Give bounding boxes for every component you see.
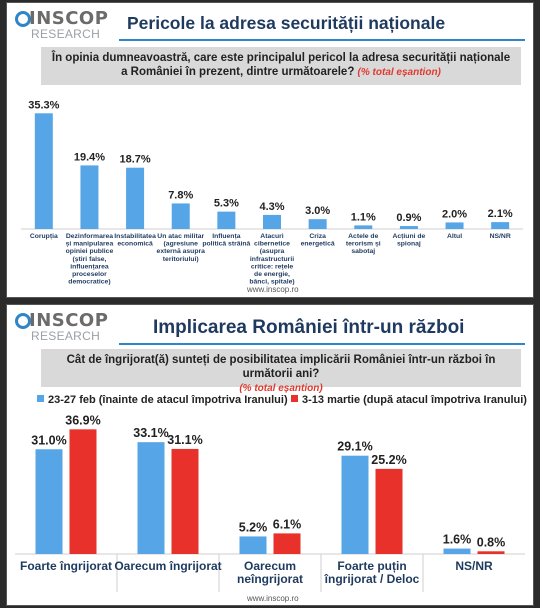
- title-divider: [119, 39, 525, 41]
- category-label: Actele de terorism și sabotaj: [346, 233, 381, 255]
- bar: [217, 211, 236, 229]
- logo-ring-icon: [15, 11, 31, 27]
- data-label: 5.2%: [239, 520, 268, 534]
- logo-subword: RESEARCH: [31, 27, 101, 41]
- category-label: Instabilitatea economică: [114, 233, 156, 248]
- logo-ring-icon: [15, 313, 31, 329]
- data-label: 0.9%: [396, 212, 421, 224]
- data-label: 18.7%: [119, 154, 150, 166]
- bar: [354, 225, 373, 229]
- category-label: Oarecum îngrijorat: [114, 559, 221, 573]
- data-label: 1.6%: [443, 533, 472, 547]
- data-label: 5.3%: [214, 198, 239, 210]
- data-label: 1.1%: [351, 211, 376, 223]
- data-label: 29.1%: [337, 440, 372, 454]
- legend-swatch: [291, 395, 298, 402]
- bar: [137, 442, 165, 554]
- source-url: www.inscop.ro: [247, 285, 299, 294]
- bar: [171, 448, 199, 554]
- legend-label: 23-27 feb (înainte de atacul împotriva I…: [48, 394, 288, 406]
- question-text: Cât de îngrijorat(ă) sunteți de posibili…: [66, 354, 496, 380]
- logo-subword: RESEARCH: [31, 329, 101, 343]
- chart-panel-security-threats: INSCOP RESEARCH Pericole la adresa secur…: [6, 2, 534, 298]
- data-label: 4.3%: [259, 201, 284, 213]
- chart-title: Pericole la adresa securității naționale: [127, 13, 446, 33]
- question-note: (% total eșantion): [239, 383, 323, 394]
- bar: [239, 536, 267, 554]
- legend-item-series-1: 23-27 feb (înainte de atacul împotriva I…: [37, 394, 288, 406]
- bar: [341, 455, 369, 554]
- question-box: Cât de îngrijorat(ă) sunteți de posibili…: [41, 349, 521, 394]
- data-label: 2.0%: [442, 208, 467, 220]
- data-label: 2.1%: [488, 208, 513, 220]
- bar-chart-2: 31.0% 36.9% Foarte îngrijorat 33.1%31.1% Oar…: [15, 413, 525, 592]
- bar: [80, 165, 99, 229]
- title-divider: [119, 343, 525, 345]
- bar: [273, 533, 301, 554]
- bar: [399, 226, 418, 229]
- data-label: 35.3%: [28, 99, 59, 111]
- category-label: Foarte puțin îngrijorat / Deloc: [324, 559, 420, 586]
- logo-word: INSCOP: [29, 8, 109, 29]
- question-box: În opinia dumneavoastră, care este princ…: [41, 47, 521, 85]
- category-label: Dezinformarea și manipularea opiniei publi…: [66, 233, 114, 286]
- category-label: Foarte îngrijorat: [20, 559, 112, 573]
- bar: [477, 551, 505, 554]
- category-label: Altul: [447, 233, 462, 240]
- bar-chart-1: 35.3% Corupția 19.4% Dezinformarea și manipu…: [21, 99, 523, 286]
- source-url: www.inscop.ro: [247, 594, 299, 603]
- category-label: NS/NR: [455, 559, 493, 573]
- category-label: NS/NR: [490, 233, 511, 240]
- category-label: Un atac militar (agresiune externă asupra t…: [157, 233, 206, 263]
- inscop-logo: INSCOP RESEARCH: [15, 8, 115, 43]
- bar: [126, 167, 145, 229]
- category-label: Corupția: [30, 233, 58, 240]
- bar: [69, 429, 97, 554]
- bar: [171, 203, 190, 229]
- data-label: 3.0%: [305, 205, 330, 217]
- logo-word: INSCOP: [29, 310, 109, 331]
- chart-title: Implicarea României într-un război: [153, 317, 465, 338]
- data-label: 25.2%: [371, 453, 406, 467]
- bar: [308, 219, 327, 229]
- data-label: 7.8%: [168, 189, 193, 201]
- category-label: Acțiuni de spionaj: [392, 233, 425, 248]
- question-text: În opinia dumneavoastră, care este princ…: [51, 52, 511, 78]
- bar: [445, 222, 464, 229]
- category-label: Criza energetică: [301, 233, 335, 248]
- category-label: Oarecum neîngrijorat: [237, 559, 303, 586]
- bar: [263, 214, 281, 229]
- data-label: 0.8%: [477, 535, 506, 549]
- data-label: 19.4%: [74, 151, 105, 163]
- data-label: 6.1%: [273, 517, 302, 531]
- data-label: 36.9%: [65, 413, 100, 427]
- data-label: 31.1%: [167, 433, 202, 447]
- question-note: (% total eșantion): [357, 67, 441, 78]
- category-label: Influența politică străină: [202, 233, 250, 248]
- bar: [35, 449, 63, 554]
- chart-panel-war-involvement: INSCOP RESEARCH Implicarea României într…: [6, 304, 534, 606]
- legend-swatch: [37, 395, 44, 402]
- inscop-logo: INSCOP RESEARCH: [15, 310, 115, 345]
- bar: [34, 113, 53, 229]
- bar: [375, 468, 403, 554]
- bar: [443, 548, 471, 554]
- category-label: Atacuri cibernetice (asupra infrastructurii…: [249, 233, 294, 286]
- data-label: 31.0%: [31, 433, 66, 447]
- data-label: 33.1%: [133, 426, 168, 440]
- legend-item-series-2: 3-13 martie (după atacul împotriva Iranu…: [291, 394, 527, 406]
- bar: [491, 222, 510, 229]
- legend-label: 3-13 martie (după atacul împotriva Iranu…: [302, 394, 527, 406]
